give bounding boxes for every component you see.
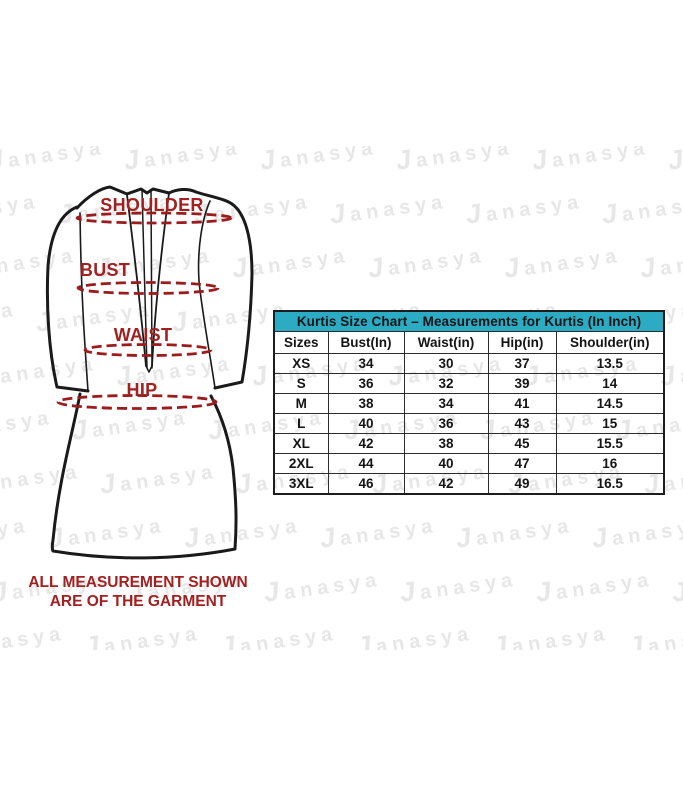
size-cell: 16.5 <box>555 473 665 495</box>
shoulder-label: SHOULDER <box>100 195 203 215</box>
hip-label: HIP <box>127 380 158 400</box>
kurti-placket-left <box>141 189 148 369</box>
table-title-row: Kurtis Size Chart – Measurements for Kur… <box>273 310 665 332</box>
size-cell: 2XL <box>273 453 329 474</box>
size-cell: 41 <box>487 393 557 414</box>
size-table: Kurtis Size Chart – Measurements for Kur… <box>273 310 666 495</box>
kurti-placket-bottom <box>145 365 153 373</box>
size-cell: 15.5 <box>555 433 665 454</box>
size-cell: 14.5 <box>555 393 665 414</box>
column-header: Shoulder(in) <box>555 331 665 354</box>
size-cell: 32 <box>403 373 489 394</box>
size-cell: 34 <box>403 393 489 414</box>
size-cell: 42 <box>403 473 489 495</box>
kurti-vneck-left <box>126 194 147 367</box>
table-row: M 38 34 41 14.5 <box>273 393 665 414</box>
table-row: L 40 36 43 15 <box>273 413 665 434</box>
size-cell: 36 <box>327 373 405 394</box>
kurti-vneck-right <box>151 192 170 367</box>
size-cell: XS <box>273 353 329 374</box>
size-table-body: XS 34 30 37 13.5 S 36 32 39 14 M 38 34 41 14.5 L 40 36 43 1… <box>273 353 665 495</box>
size-cell: 44 <box>327 453 405 474</box>
table-row: 3XL 46 42 49 16.5 <box>273 473 665 495</box>
measurement-note: ALL MEASUREMENT SHOWN ARE OF THE GARMENT <box>28 573 248 611</box>
size-cell: 13.5 <box>555 353 665 374</box>
bust-label: BUST <box>80 260 130 280</box>
kurti-left-sleeve-inner-seam <box>79 212 89 392</box>
table-row: 2XL 44 40 47 16 <box>273 453 665 474</box>
kurti-right-sleeve-inner-seam <box>197 200 216 389</box>
size-cell: 30 <box>403 353 489 374</box>
size-cell: 3XL <box>273 473 329 495</box>
table-header-row: Sizes Bust(In) Waist(in) Hip(in) Shoulder(in… <box>273 331 665 354</box>
kurti-right-sleeve-outline <box>213 202 254 390</box>
size-cell: S <box>273 373 329 394</box>
size-cell: M <box>273 393 329 414</box>
waist-measure-line <box>83 343 213 357</box>
hip-measure-line <box>56 394 218 410</box>
size-cell: 15 <box>555 413 665 434</box>
table-title: Kurtis Size Chart – Measurements for Kur… <box>273 310 665 332</box>
column-header: Hip(in) <box>487 331 557 354</box>
size-cell: 45 <box>487 433 557 454</box>
kurti-skirt-outline <box>50 392 238 560</box>
size-cell: 16 <box>555 453 665 474</box>
table-row: XS 34 30 37 13.5 <box>273 353 665 374</box>
size-cell: L <box>273 413 329 434</box>
kurti-left-sleeve-outline <box>45 205 90 393</box>
size-cell: 40 <box>403 453 489 474</box>
size-cell: 14 <box>555 373 665 394</box>
kurti-placket-right <box>150 189 153 369</box>
measurement-note-line1: ALL MEASUREMENT SHOWN <box>28 574 248 591</box>
size-cell: 47 <box>487 453 557 474</box>
size-cell: 43 <box>487 413 557 434</box>
size-cell: 38 <box>403 433 489 454</box>
table-row: XL 42 38 45 15.5 <box>273 433 665 454</box>
size-cell: 36 <box>403 413 489 434</box>
column-header: Bust(In) <box>327 331 405 354</box>
size-cell: 34 <box>327 353 405 374</box>
column-header: Sizes <box>273 331 329 354</box>
size-cell: 46 <box>327 473 405 495</box>
size-cell: XL <box>273 433 329 454</box>
kurti-neckline <box>75 185 234 210</box>
measurement-note-line2: ARE OF THE GARMENT <box>49 593 227 610</box>
size-cell: 37 <box>487 353 557 374</box>
shoulder-measure-line <box>75 211 233 225</box>
size-cell: 42 <box>327 433 405 454</box>
bust-measure-line <box>76 281 220 295</box>
size-cell: 40 <box>327 413 405 434</box>
size-cell: 39 <box>487 373 557 394</box>
waist-label: WAIST <box>114 325 173 345</box>
column-header: Waist(in) <box>403 331 489 354</box>
size-cell: 49 <box>487 473 557 495</box>
table-row: S 36 32 39 14 <box>273 373 665 394</box>
size-cell: 38 <box>327 393 405 414</box>
